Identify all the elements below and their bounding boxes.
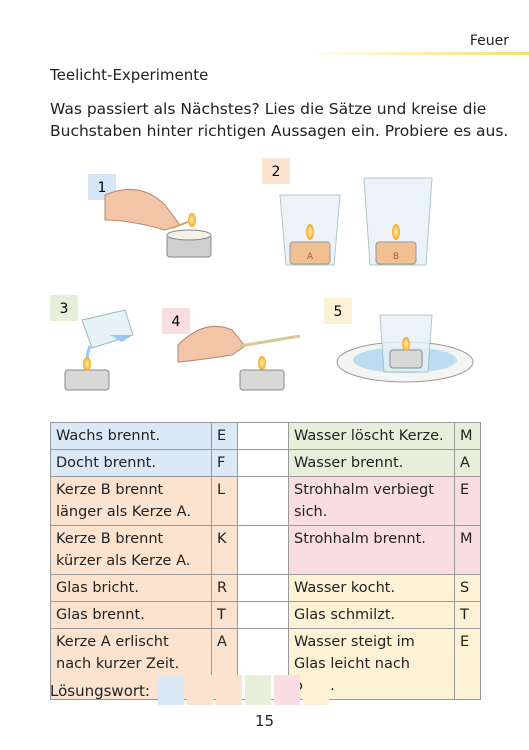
gap-cell: [237, 476, 289, 526]
candle-label: B: [393, 252, 399, 262]
figure-number: 4: [172, 314, 181, 330]
statement-cell: Strohhalm verbiegt sich.: [288, 476, 455, 526]
section-title: Feuer: [469, 33, 509, 49]
tealight: [289, 241, 331, 265]
page-number: 15: [254, 712, 275, 730]
tealight: [375, 241, 417, 265]
header-rule: [300, 52, 529, 55]
solution-box[interactable]: [245, 675, 271, 705]
candle-label: A: [307, 252, 314, 262]
table-row: Docht brennt. F Wasser brennt. A: [50, 449, 481, 477]
letter-cell[interactable]: T: [454, 601, 481, 629]
table-row: Glas brennt. T Glas schmilzt. T: [50, 601, 481, 629]
statement-cell: Kerze B brennt kürzer als Kerze A.: [50, 525, 212, 575]
letter-cell[interactable]: E: [454, 476, 481, 526]
statement-cell: Wasser kocht.: [288, 574, 455, 602]
table-row: Kerze B brennt länger als Kerze A. L Stroh…: [50, 476, 481, 526]
statement-cell: Wasser löscht Kerze.: [288, 422, 455, 450]
match: [171, 221, 189, 229]
gap-cell: [237, 574, 289, 602]
solution-box[interactable]: [303, 675, 329, 705]
statement-cell: Wachs brennt.: [50, 422, 212, 450]
figure-number: 3: [60, 301, 69, 317]
instruction-line: Was passiert als Nächstes? Lies die Sätz…: [50, 100, 487, 118]
statement-cell: Glas brennt.: [50, 601, 212, 629]
statement-cell: Kerze A erlischt nach kurzer Zeit.: [50, 628, 212, 700]
statement-cell: Wasser brennt.: [288, 449, 455, 477]
flame: [83, 357, 91, 371]
statement-cell: Strohhalm brennt.: [288, 525, 455, 575]
flame: [402, 337, 410, 351]
hand: [104, 188, 181, 231]
solution-box[interactable]: [216, 675, 242, 705]
table-row: Wachs brennt. E Wasser löscht Kerze. M: [50, 422, 481, 450]
letter-cell[interactable]: T: [211, 601, 238, 629]
hand: [177, 325, 246, 363]
title: Teelicht-Experimente: [50, 66, 209, 84]
label-box: [50, 295, 78, 321]
label-box: [262, 158, 290, 184]
water: [110, 335, 133, 342]
letter-cell[interactable]: S: [454, 574, 481, 602]
statement-cell: Docht brennt.: [50, 449, 212, 477]
solution-box[interactable]: [274, 675, 300, 705]
gap-cell: [237, 422, 289, 450]
flame: [188, 213, 196, 227]
label-box: [324, 298, 352, 324]
flame: [306, 224, 314, 240]
letter-cell[interactable]: K: [211, 525, 238, 575]
table-row: Glas bricht. R Wasser kocht. S: [50, 574, 481, 602]
tealight: [64, 369, 110, 391]
letter-cell[interactable]: M: [454, 422, 481, 450]
figure-number: 1: [98, 180, 107, 196]
letter-cell[interactable]: E: [454, 628, 481, 700]
gap-cell: [237, 449, 289, 477]
solution-box[interactable]: [187, 675, 213, 705]
flame: [258, 356, 266, 370]
letter-cell[interactable]: R: [211, 574, 238, 602]
letter-cell[interactable]: M: [454, 525, 481, 575]
table-row: Kerze B brennt kürzer als Kerze A. K Stroh…: [50, 525, 481, 575]
letter-cell[interactable]: L: [211, 476, 238, 526]
tealight: [389, 349, 423, 369]
label-box: [162, 308, 190, 334]
letter-cell[interactable]: E: [211, 422, 238, 450]
illustrations: 1 2 A B 3 4 5: [50, 158, 474, 391]
gap-cell: [237, 601, 289, 629]
glass: [81, 309, 134, 349]
statement-cell: Glas bricht.: [50, 574, 212, 602]
tealight-top: [166, 229, 212, 241]
figure-number: 5: [334, 304, 343, 320]
statement-cell: Kerze B brennt länger als Kerze A.: [50, 476, 212, 526]
letter-cell[interactable]: A: [454, 449, 481, 477]
straw: [239, 334, 301, 348]
figure-number: 2: [272, 164, 281, 180]
solution-box[interactable]: [158, 675, 184, 705]
tealight: [239, 369, 285, 391]
statement-cell: Glas schmilzt.: [288, 601, 455, 629]
gap-cell: [237, 525, 289, 575]
statement-table: Wachs brennt. E Wasser löscht Kerze. M Docht…: [50, 422, 481, 700]
instruction-line: Buchstaben hinter richtigen Aussagen ein…: [50, 122, 509, 140]
letter-cell[interactable]: F: [211, 449, 238, 477]
flame: [392, 224, 400, 240]
solution-label: Lösungswort:: [50, 682, 150, 700]
